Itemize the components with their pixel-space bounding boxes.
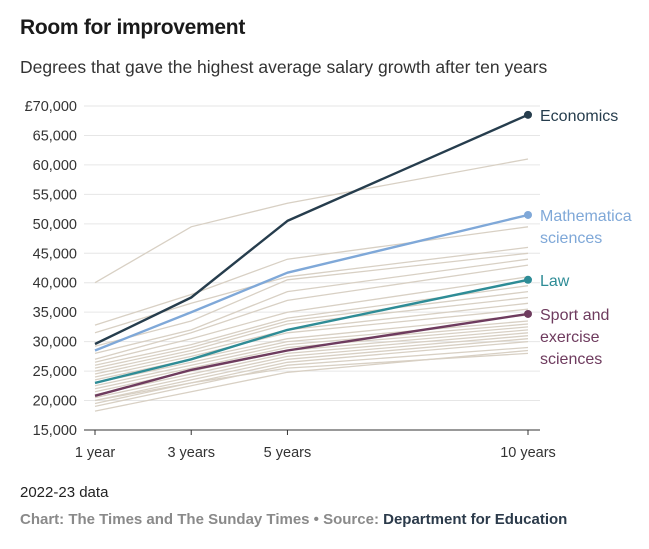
series-endpoint-economics [524,110,532,119]
x-tick-label: 3 years [167,445,215,461]
credit-prefix: Chart: The Times and The Sunday Times • … [20,511,384,528]
x-tick-label: 1 year [75,445,115,461]
background-series-line [94,285,529,366]
y-tick-label: 30,000 [33,335,77,351]
series-line-economics [94,113,529,346]
highlighted-series-layer [94,110,532,397]
background-series-line [94,340,529,405]
series-label-layer: Economics Mathematica sciences Law Sport and… [540,108,632,368]
series-endpoint-sport-and-exercise-sciences [524,309,532,318]
series-line-sport-and-exercise-sciences [94,312,529,397]
background-series-line [94,335,529,399]
y-tick-label: 45,000 [33,246,77,262]
y-tick-label: 40,000 [33,276,77,292]
chart-title: Room for improvement [20,16,246,39]
background-series-line [94,332,529,396]
background-series-line [94,246,529,334]
x-tick-label: 5 years [264,445,312,461]
y-tick-label: 35,000 [33,305,77,321]
background-series-line [94,252,529,347]
series-line-mathematical-sciences [94,213,529,352]
x-tick-label: 10 years [500,445,556,461]
y-tick-label: 55,000 [33,187,77,203]
credit-source-link[interactable]: Department for Education [383,511,568,528]
background-series-layer [94,158,529,412]
series-line-law [94,278,529,385]
series-label-economics: Economics [540,108,618,125]
chart-subtitle: Degrees that gave the highest average sa… [20,57,548,77]
series-label-sport-and-exercise-sciences: Sport and exercise sciences [540,307,609,368]
y-tick-label: 60,000 [33,158,77,174]
background-series-line [94,338,529,402]
chart-credit: Chart: The Times and The Sunday Times • … [20,511,567,528]
background-series-line [94,323,529,387]
y-tick-label: 50,000 [33,217,77,233]
background-series-line [94,264,529,360]
y-tick-label: 65,000 [33,128,77,144]
y-tick-label: 15,000 [33,423,77,439]
axis-layer: 15,000 20,000 25,000 30,000 35,000 40,000 45,0… [25,99,556,461]
series-endpoint-mathematical-sciences [524,210,532,219]
background-series-line [94,158,529,284]
background-series-line [94,290,529,369]
background-series-line [94,296,529,372]
background-series-line [94,326,529,390]
y-tick-label: 25,000 [33,364,77,380]
background-series-line [94,314,529,381]
y-tick-label: 20,000 [33,394,77,410]
series-endpoint-law [524,275,532,284]
background-series-line [94,302,529,375]
series-label-mathematical-sciences: Mathematica sciences [540,208,632,247]
y-tick-label: £70,000 [25,99,77,115]
series-label-law: Law [540,273,570,290]
data-note: 2022-23 data [20,484,109,501]
background-series-line [94,349,529,412]
line-chart: 15,000 20,000 25,000 30,000 35,000 40,000 45,0… [25,99,632,461]
background-series-line [94,276,529,363]
background-series-line [94,258,529,355]
